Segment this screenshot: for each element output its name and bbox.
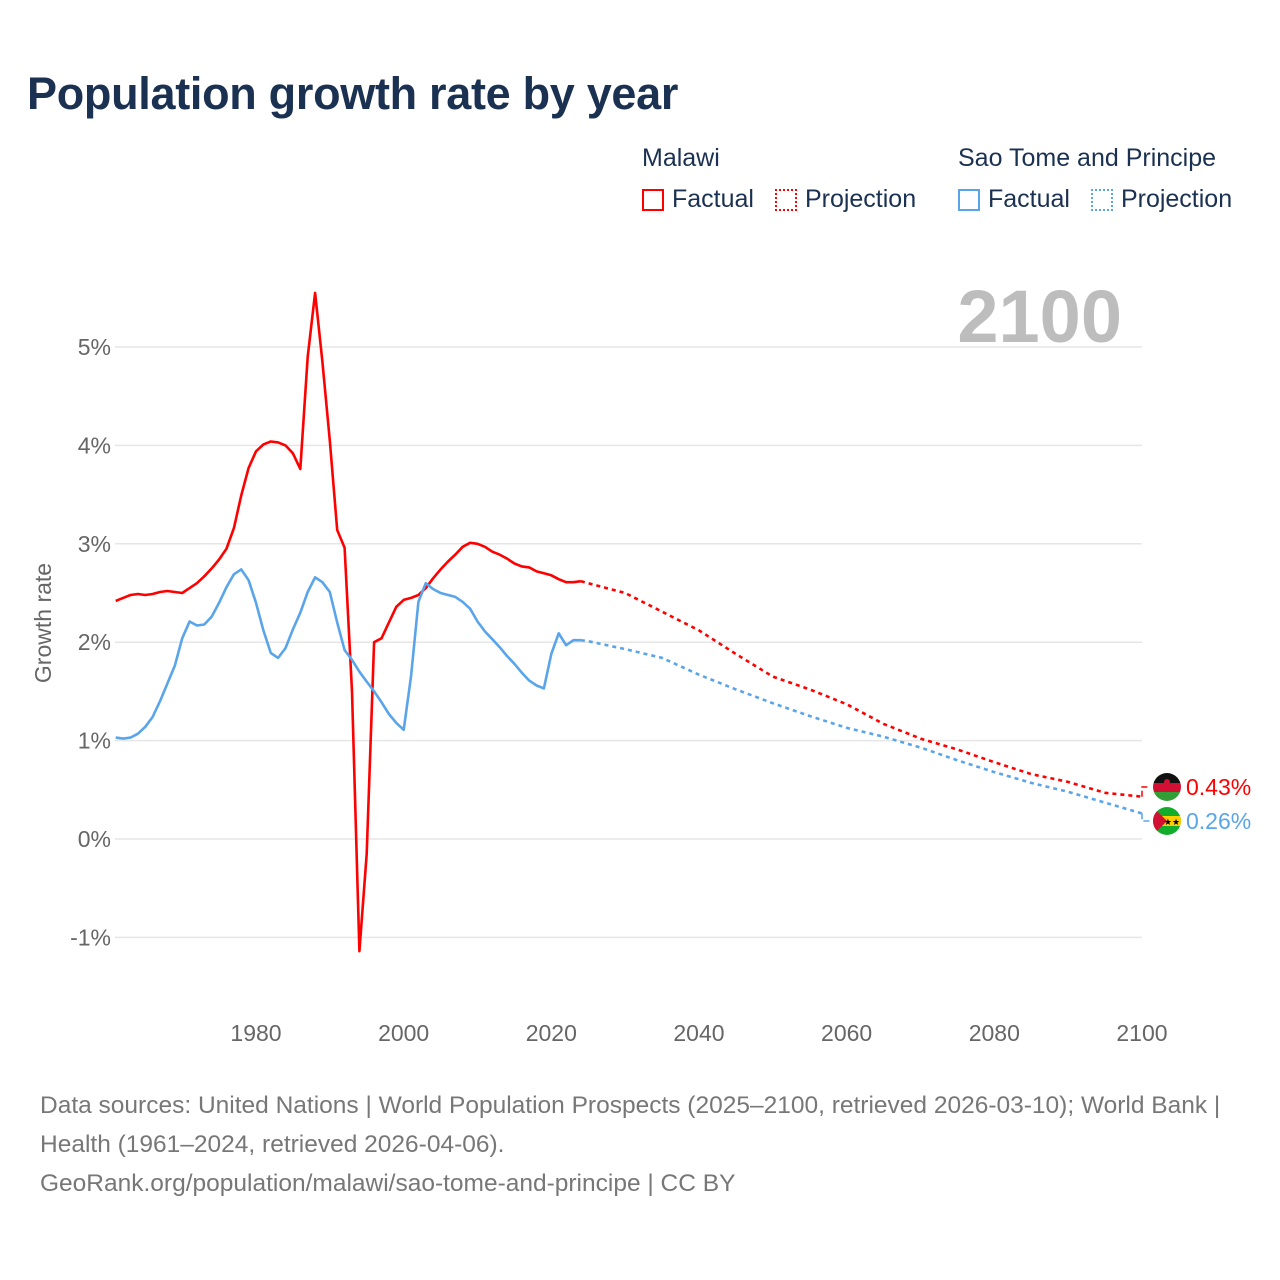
legend-sao-tome: Sao Tome and Principe Factual Projection — [958, 144, 1232, 218]
end-marker-malawi: 0.43% — [1141, 773, 1251, 801]
x-tick-label: 2100 — [1116, 1020, 1167, 1046]
series-line-malawi-factual — [115, 291, 582, 953]
legend-label: Factual — [988, 185, 1070, 213]
legend-malawi-projection[interactable]: Projection — [774, 185, 917, 214]
y-tick-label: 3% — [78, 531, 111, 557]
y-tick-label: 0% — [78, 826, 111, 852]
x-tick-label: 2080 — [969, 1020, 1020, 1046]
y-tick-label: 2% — [78, 629, 111, 655]
data-sources: Data sources: United Nations | World Pop… — [40, 1092, 1221, 1158]
legend-label: Projection — [804, 185, 917, 213]
end-value-label: 0.26% — [1186, 808, 1251, 834]
legend-group-label: Sao Tome and Principe — [958, 144, 1217, 172]
flag-triangle — [1153, 807, 1167, 835]
y-tick-label: 5% — [78, 334, 111, 360]
legend-label: Factual — [672, 185, 754, 213]
end-marker-sao-tome: ★★ 0.26% — [1141, 807, 1251, 835]
page-title: Population growth rate by year — [27, 68, 679, 119]
dotted-swatch-icon — [774, 188, 797, 211]
source-link[interactable]: GeoRank.org/population/malawi/sao-tome-a… — [40, 1170, 736, 1197]
x-tick-label: 2020 — [526, 1020, 577, 1046]
footer: Data sources: United Nations | World Pop… — [40, 1086, 1240, 1203]
legend-group-label: Malawi — [642, 144, 720, 172]
end-value-label: 0.43% — [1186, 774, 1251, 800]
series-line-sao-tome-factual — [115, 568, 581, 740]
solid-swatch-icon — [958, 188, 980, 211]
legend-malawi-factual[interactable]: Factual — [642, 185, 754, 214]
flag-stripe — [1153, 792, 1181, 801]
x-tick-label: 1980 — [230, 1020, 281, 1046]
line-chart: -1% 0% 1% 2% 3% 4% 5% 1980 2000 2020 2040 2060 2080 2… — [30, 275, 1251, 1046]
connector-line — [1141, 786, 1150, 797]
y-tick-label: 4% — [78, 432, 111, 458]
y-tick-label: 1% — [78, 728, 111, 754]
dotted-swatch-icon — [1090, 188, 1113, 211]
sao-tome-flag-icon: ★★ — [1153, 807, 1181, 835]
y-tick-label: -1% — [70, 924, 111, 950]
flag-sun — [1164, 779, 1170, 785]
y-axis-label: Growth rate — [30, 563, 56, 683]
series-line-malawi-projection — [580, 579, 1143, 798]
legend-sao-tome-factual[interactable]: Factual — [958, 185, 1070, 214]
flag-stripe — [1153, 773, 1181, 783]
malawi-flag-icon — [1153, 773, 1181, 801]
flag-body — [1153, 773, 1181, 801]
legend-sao-tome-projection[interactable]: Projection — [1090, 185, 1233, 214]
flag-stars: ★★ — [1164, 817, 1180, 827]
x-tick-label: 2000 — [378, 1020, 429, 1046]
x-tick-label: 2040 — [673, 1020, 724, 1046]
legend-malawi: Malawi Factual Projection — [642, 144, 930, 218]
x-tick-label: 2060 — [821, 1020, 872, 1046]
series-line-sao-tome-projection — [580, 638, 1143, 815]
connector-line — [1141, 813, 1150, 822]
year-watermark: 2100 — [957, 275, 1122, 358]
flag-body: ★★ — [1153, 807, 1181, 835]
flag-stripe — [1153, 783, 1181, 792]
legend-label: Projection — [1120, 185, 1233, 213]
solid-swatch-icon — [642, 188, 664, 211]
